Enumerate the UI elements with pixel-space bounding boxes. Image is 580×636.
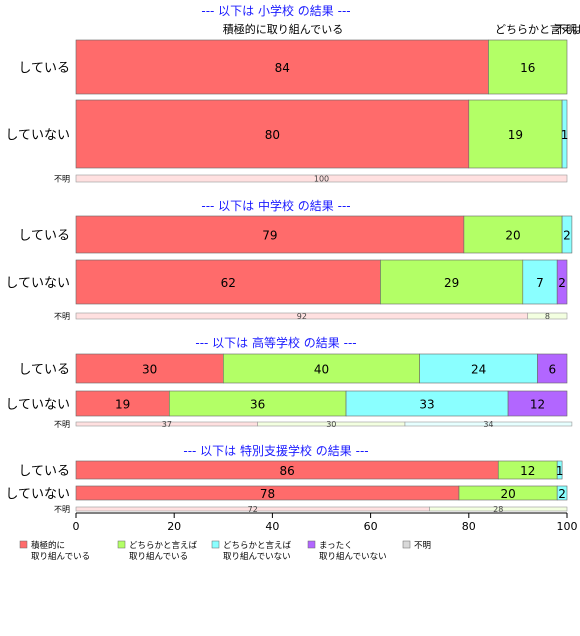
row-label: している <box>18 61 70 76</box>
legend-swatch <box>117 540 126 549</box>
bar-segment <box>537 353 568 384</box>
data-label: 62 <box>221 276 236 290</box>
bar-segment <box>561 99 568 169</box>
row-label: していない <box>5 487 70 502</box>
legend-label: 取り組んでいる <box>129 551 188 562</box>
data-label: 28 <box>493 505 503 514</box>
data-label: 2 <box>563 229 571 243</box>
legend-label: どちらかと言えば <box>129 540 198 551</box>
data-label: 20 <box>505 229 520 243</box>
x-tick-label: 60 <box>364 520 378 533</box>
bar-segment <box>463 215 563 254</box>
bar-segment <box>168 390 347 417</box>
bar-segment <box>75 390 170 417</box>
data-label: 1 <box>556 464 564 478</box>
data-label: 33 <box>419 398 434 412</box>
legend-label: どちらかと言えば <box>223 540 292 551</box>
data-label: 30 <box>326 420 336 429</box>
bar-segment <box>419 353 538 384</box>
bar-segment <box>488 39 568 95</box>
data-label: 78 <box>260 487 275 501</box>
x-tick-label: 20 <box>167 520 181 533</box>
row-label: 不明 <box>54 175 70 184</box>
data-label: 36 <box>250 398 265 412</box>
data-label: 79 <box>262 229 277 243</box>
data-label: 92 <box>297 312 307 321</box>
data-label: 12 <box>520 464 535 478</box>
bar-segment <box>380 259 524 305</box>
data-label: 72 <box>248 505 258 514</box>
panel-title: --- 以下は 小学校 の結果 --- <box>201 3 350 18</box>
row-label: している <box>18 363 70 378</box>
data-label: 8 <box>545 312 550 321</box>
data-label: 37 <box>162 420 172 429</box>
bar-segment <box>75 353 224 384</box>
panel-title: --- 以下は 中学校 の結果 --- <box>201 198 350 213</box>
bar-segment <box>468 99 563 169</box>
row-label: 不明 <box>54 312 70 321</box>
top-annotation-right-overlap: 不明 <box>555 23 577 36</box>
data-label: 34 <box>483 420 493 429</box>
legend-label: 積極的に <box>31 540 65 551</box>
bar-segment <box>75 174 568 183</box>
data-label: 2 <box>558 487 566 501</box>
row-label: 不明 <box>54 505 70 514</box>
data-label: 84 <box>275 61 290 75</box>
data-label: 30 <box>142 363 157 377</box>
bar-segment <box>223 353 420 384</box>
legend-swatch <box>211 540 220 549</box>
bar-segment <box>556 460 563 480</box>
row-label: していない <box>5 276 70 291</box>
bar-segment <box>75 215 465 254</box>
row-label: していない <box>5 398 70 413</box>
bar-segment <box>404 421 573 427</box>
legend-label: まったく <box>319 541 353 551</box>
panel-title: --- 以下は 特別支援学校 の結果 --- <box>183 443 368 458</box>
row-label: している <box>18 464 70 479</box>
row-label: していない <box>5 128 70 143</box>
data-label: 40 <box>314 363 329 377</box>
top-annotation-right: どちらかと言えば <box>495 23 580 36</box>
x-tick-label: 40 <box>265 520 279 533</box>
legend-label: 取り組んでいる <box>31 551 90 562</box>
legend-swatch <box>402 540 411 549</box>
data-label: 29 <box>444 276 459 290</box>
data-label: 12 <box>530 398 545 412</box>
legend-label: 取り組んでいない <box>223 551 291 562</box>
x-tick-label: 100 <box>557 520 578 533</box>
data-label: 19 <box>508 128 523 142</box>
data-label: 16 <box>520 61 535 75</box>
bar-segment <box>556 485 568 501</box>
legend-label: 不明 <box>414 541 431 551</box>
data-label: 80 <box>265 128 280 142</box>
bar-segment <box>561 215 573 254</box>
data-label: 7 <box>536 276 544 290</box>
top-annotation-left: 積極的に取り組んでいる <box>223 22 343 36</box>
legend-swatch <box>307 540 316 549</box>
row-label: している <box>18 229 70 244</box>
bar-segment <box>345 390 509 417</box>
bar-segment <box>527 312 568 320</box>
bar-segment <box>75 259 381 305</box>
data-label: 24 <box>471 363 486 377</box>
legend-label: 取り組んでいない <box>319 551 387 562</box>
data-label: 100 <box>314 175 329 184</box>
x-tick-label: 80 <box>462 520 476 533</box>
legend-swatch <box>19 540 28 549</box>
x-tick-label: 0 <box>73 520 80 533</box>
data-label: 86 <box>279 464 294 478</box>
panel-title: --- 以下は 高等学校 の結果 --- <box>195 335 356 350</box>
data-label: 6 <box>548 363 556 377</box>
bar-segment <box>429 506 568 512</box>
data-label: 20 <box>500 487 515 501</box>
bar-segment <box>507 390 568 417</box>
data-label: 19 <box>115 398 130 412</box>
row-label: 不明 <box>54 420 70 429</box>
bar-segment <box>556 259 568 305</box>
data-label: 2 <box>558 276 566 290</box>
data-label: 1 <box>561 128 569 142</box>
